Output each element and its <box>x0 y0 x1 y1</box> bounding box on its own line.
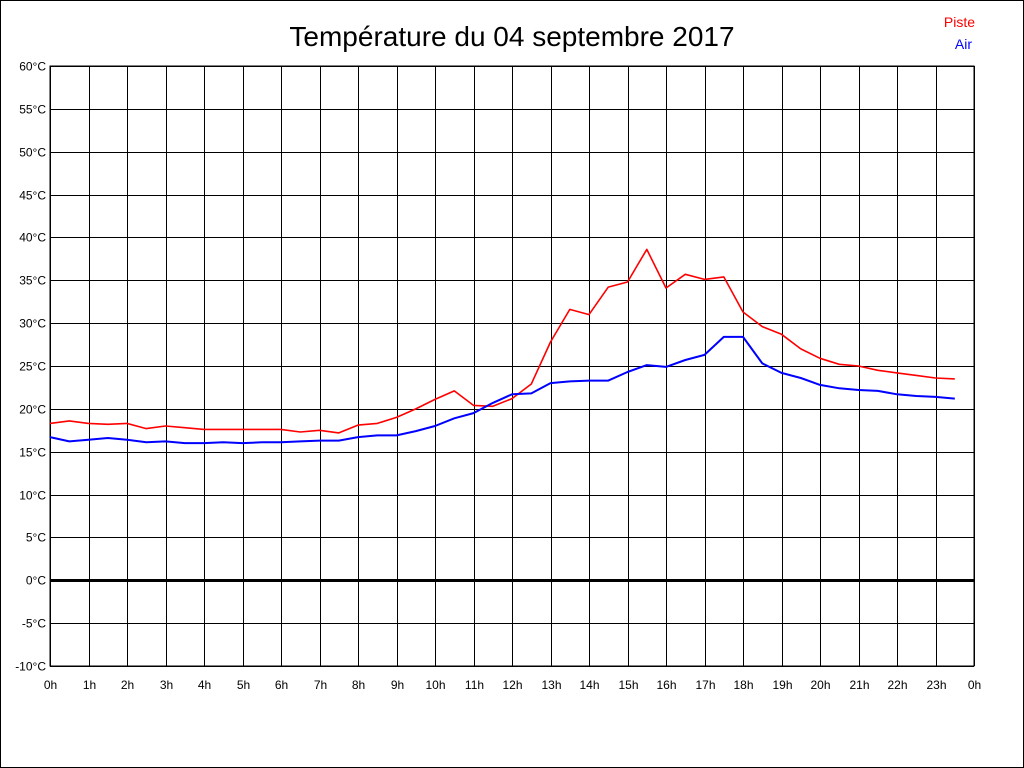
y-tick-label: 25°C <box>19 360 46 374</box>
x-tick-label: 17h <box>695 678 715 692</box>
x-tick-label: 0h <box>44 678 57 692</box>
x-tick-label: 18h <box>733 678 753 692</box>
y-tick-label: 35°C <box>19 274 46 288</box>
x-tick-label: 12h <box>502 678 522 692</box>
x-tick-label: 14h <box>579 678 599 692</box>
x-tick-label: 10h <box>425 678 445 692</box>
y-tick-label: 0°C <box>26 574 46 588</box>
legend-piste: Piste <box>944 14 975 30</box>
x-tick-label: 16h <box>656 678 676 692</box>
x-tick-label: 6h <box>275 678 288 692</box>
x-tick-label: 7h <box>314 678 327 692</box>
x-tick-label: 21h <box>849 678 869 692</box>
y-axis-ticks: -10°C -5°C 0°C 5°C 10°C 15°C 20°C 25°C 30°C 35°C 4… <box>15 60 46 674</box>
series-lines <box>49 248 955 445</box>
x-tick-label: 19h <box>772 678 792 692</box>
y-tick-label: -10°C <box>15 660 46 674</box>
chart-title: Température du 04 septembre 2017 <box>289 21 734 52</box>
y-tick-label: 40°C <box>19 231 46 245</box>
x-tick-label: 22h <box>887 678 907 692</box>
x-tick-label: 0h <box>968 678 981 692</box>
legend-air: Air <box>955 36 972 52</box>
x-tick-label: 9h <box>391 678 404 692</box>
grid <box>49 65 975 667</box>
y-tick-label: 15°C <box>19 446 46 460</box>
x-tick-label: 3h <box>160 678 173 692</box>
x-axis-ticks: 0h 1h 2h 3h 4h 5h 6h 7h 8h 9h 10h 11h 12h 13h 14h 15h 16… <box>44 678 981 692</box>
x-tick-label: 23h <box>926 678 946 692</box>
x-tick-label: 2h <box>121 678 134 692</box>
series-line-air <box>49 335 955 445</box>
y-tick-label: 55°C <box>19 103 46 117</box>
y-tick-label: 5°C <box>26 531 46 545</box>
x-tick-label: 1h <box>83 678 96 692</box>
x-tick-label: 15h <box>618 678 638 692</box>
y-tick-label: 50°C <box>19 146 46 160</box>
x-tick-label: 4h <box>198 678 211 692</box>
x-tick-label: 13h <box>541 678 561 692</box>
y-tick-label: 45°C <box>19 189 46 203</box>
y-tick-label: 60°C <box>19 60 46 74</box>
y-tick-label: -5°C <box>22 617 46 631</box>
x-tick-label: 20h <box>810 678 830 692</box>
series-line-piste <box>49 248 955 434</box>
y-tick-label: 20°C <box>19 403 46 417</box>
x-tick-label: 8h <box>352 678 365 692</box>
y-tick-label: 10°C <box>19 489 46 503</box>
x-tick-label: 11h <box>465 678 484 692</box>
x-tick-label: 5h <box>237 678 250 692</box>
y-tick-label: 30°C <box>19 317 46 331</box>
